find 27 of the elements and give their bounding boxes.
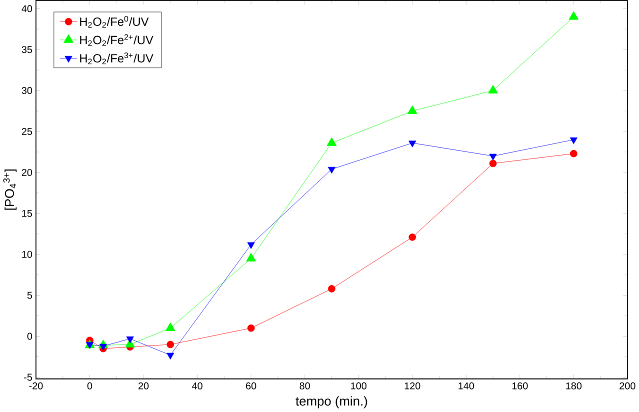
x-tick-label: 180 bbox=[566, 382, 582, 390]
x-tick-label: 120 bbox=[404, 382, 420, 390]
x-tick-label: 140 bbox=[458, 382, 474, 390]
y-tick-label: 35 bbox=[22, 46, 32, 54]
y-tick-label: 20 bbox=[22, 169, 32, 176]
x-tick-label: -20 bbox=[29, 382, 43, 390]
x-tick-label: 200 bbox=[620, 382, 636, 390]
legend-label: H$_{2}$O$_{2}$/Fe$^{2+}$/UV bbox=[80, 34, 154, 46]
legend-label: H$_{2}$O$_{2}$/Fe$^{3+}$/UV bbox=[80, 52, 154, 64]
y-tick-label: 30 bbox=[22, 87, 32, 94]
y-axis-title: [PO$_{4}$$^{3+}$] bbox=[3, 170, 17, 210]
y-tick-label: 15 bbox=[22, 210, 32, 218]
x-tick-label: 40 bbox=[192, 382, 202, 390]
y-tick-label: 10 bbox=[22, 251, 32, 258]
x-tick-label: 160 bbox=[512, 382, 528, 390]
y-tick-label: 25 bbox=[22, 128, 32, 136]
x-axis-title: tempo (min.) bbox=[296, 396, 368, 408]
x-tick-label: 20 bbox=[138, 382, 149, 390]
y-tick-label: 40 bbox=[22, 5, 32, 12]
x-tick-label: 60 bbox=[246, 382, 256, 390]
x-tick-label: 80 bbox=[300, 382, 310, 390]
legend-label: H$_{2}$O$_{2}$/Fe$^{0}$/UV bbox=[80, 16, 149, 28]
y-tick-label: 5 bbox=[27, 292, 32, 300]
y-tick-label: -5 bbox=[24, 374, 32, 381]
x-tick-label: 0 bbox=[87, 382, 92, 390]
x-tick-label: 100 bbox=[351, 382, 366, 390]
y-tick-label: 0 bbox=[27, 333, 32, 340]
